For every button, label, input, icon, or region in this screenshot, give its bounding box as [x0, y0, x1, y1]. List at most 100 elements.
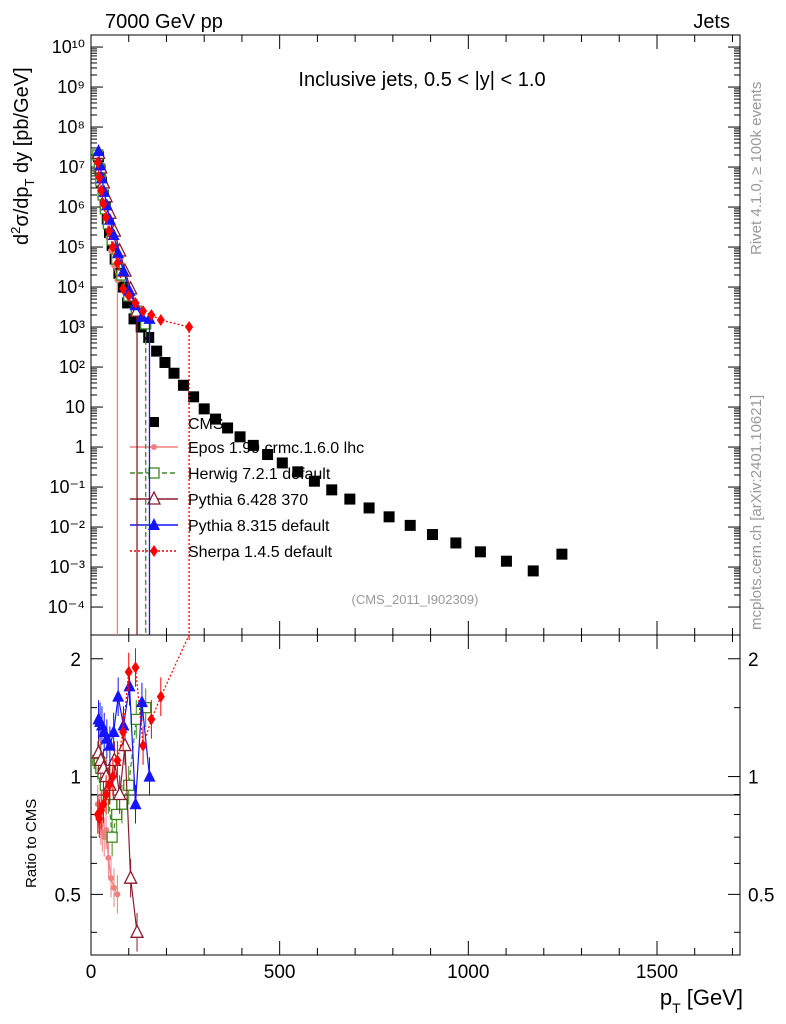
data-point-pythia-4 — [92, 144, 105, 157]
data-point-sherpa-5 — [156, 313, 165, 326]
data-point-cms-0 — [500, 555, 512, 567]
ratio-point-herwig-2 — [106, 831, 118, 843]
data-point-cms-0 — [234, 431, 246, 443]
ratio-point-epos-1 — [107, 875, 114, 882]
ratio-series-pythia-4 — [92, 667, 156, 824]
x-tick-label: 500 — [264, 962, 296, 983]
ratio-point-pythia-4 — [103, 738, 116, 751]
ratio-point-pythia-3 — [117, 737, 133, 752]
data-point-cms-0 — [188, 391, 200, 403]
ratio-point-sherpa-5 — [139, 739, 148, 752]
legend-cms-marker — [149, 417, 159, 427]
ratio-y-axis-label: Ratio to CMS — [23, 799, 40, 888]
series-cms-0 — [93, 151, 568, 577]
data-point-cms-0 — [326, 484, 338, 496]
legend-pythia8: Pythia 8.315 default — [130, 518, 330, 535]
ratio-point-pythia-4 — [112, 689, 125, 702]
ratio-point-sherpa-5 — [131, 661, 140, 674]
ratio-series-sherpa-5 — [93, 634, 190, 839]
ratio-point-pythia-3 — [112, 786, 127, 801]
ratio-point-herwig-2 — [123, 779, 135, 791]
main-y-tick-label: 10⁶ — [58, 197, 85, 217]
data-point-sherpa-5 — [119, 282, 128, 295]
x-tick-label: 0 — [86, 962, 97, 983]
ratio-point-sherpa-5 — [147, 713, 156, 726]
data-point-pythia-4 — [107, 228, 120, 240]
legend-epos-label: Epos 1.99 crmc.1.6.0 lhc — [188, 440, 364, 457]
ratio-y-tick-label-right: 0.5 — [748, 885, 774, 906]
main-y-tick-label: 10³ — [59, 317, 85, 337]
legend-sherpa-marker — [150, 545, 158, 557]
main-y-tick-label: 10 — [65, 397, 85, 417]
ratio-point-sherpa-5 — [99, 798, 108, 811]
data-point-cms-0 — [404, 519, 416, 531]
legend-epos: Epos 1.99 crmc.1.6.0 lhc — [130, 440, 364, 457]
data-point-sherpa-5 — [105, 225, 114, 238]
data-point-cms-0 — [527, 565, 539, 577]
data-point-cms-0 — [292, 466, 304, 478]
x-tick-label: 1500 — [636, 962, 678, 983]
ratio-y-tick-label-right: 1 — [748, 768, 759, 789]
ratio-point-pythia-4 — [135, 695, 148, 708]
ratio-point-pythia-3 — [123, 869, 138, 884]
series-sherpa-5 — [93, 156, 194, 635]
data-point-sherpa-5 — [131, 296, 140, 309]
series-herwig-2 — [92, 149, 152, 635]
data-point-pythia-4 — [123, 283, 136, 296]
x-axis-ticks: 0 500 1000 1500 — [86, 35, 733, 983]
data-point-cms-0 — [222, 422, 234, 434]
ratio-line-herwig-2 — [97, 707, 147, 838]
data-point-cms-0 — [450, 537, 462, 549]
data-point-cms-0 — [344, 493, 356, 505]
ratio-y-tick-label: 1 — [70, 768, 81, 789]
mcplots-label: mcplots.cern.ch [arXiv:2401.10621] — [748, 395, 765, 630]
data-point-sherpa-5 — [108, 241, 117, 254]
legend-pythia8-label: Pythia 8.315 default — [188, 518, 330, 535]
ratio-point-sherpa-5 — [113, 754, 122, 767]
data-point-cms-0 — [276, 457, 288, 469]
x-axis-label-main: p — [660, 985, 672, 1010]
data-point-cms-0 — [122, 297, 134, 309]
data-point-pythia-4 — [135, 309, 148, 322]
ratio-point-pythia-4 — [107, 724, 120, 737]
ratio-y-tick-label: 0.5 — [55, 885, 81, 906]
data-point-sherpa-5 — [139, 305, 148, 318]
main-y-tick-label: 10⁴ — [57, 277, 85, 297]
ratio-point-sherpa-5 — [108, 770, 117, 783]
data-point-sherpa-5 — [102, 211, 111, 224]
legend-herwig-marker — [148, 467, 160, 479]
main-y-tick-label: 10⁷ — [58, 157, 85, 177]
data-point-cms-0 — [159, 356, 171, 368]
ratio-point-pythia-4 — [143, 769, 156, 782]
analysis-id: (CMS_2011_I902309) — [352, 592, 479, 607]
data-point-cms-0 — [168, 367, 180, 379]
ratio-point-pythia-4 — [123, 679, 136, 692]
data-point-cms-0 — [128, 313, 140, 325]
data-point-sherpa-5 — [124, 289, 133, 302]
main-y-tick-label: 10⁵ — [58, 237, 85, 257]
x-axis-label-subscript: T — [672, 1000, 681, 1016]
main-y-tick-label: 10⁹ — [57, 77, 85, 97]
x-tick-label: 1000 — [447, 962, 489, 983]
data-point-cms-0 — [198, 403, 210, 415]
ratio-point-sherpa-5 — [124, 666, 133, 679]
ratio-point-epos-1 — [105, 854, 112, 861]
data-point-sherpa-5 — [93, 156, 102, 169]
legend-pythia6-marker — [146, 490, 162, 505]
legend-epos-marker — [151, 444, 157, 450]
ratio-point-sherpa-5 — [105, 779, 114, 792]
legend-pythia6-label: Pythia 6.428 370 — [188, 492, 308, 509]
data-point-sherpa-5 — [97, 184, 106, 197]
data-point-cms-0 — [262, 449, 274, 461]
main-y-tick-label: 10⁻² — [49, 517, 85, 537]
main-y-tick-label: 10⁻³ — [49, 557, 85, 577]
main-y-tick-label: 10⁻¹ — [49, 477, 85, 497]
ratio-point-pythia-3 — [129, 923, 145, 938]
data-point-sherpa-5 — [113, 256, 122, 269]
ratio-point-epos-1 — [111, 884, 118, 891]
rivet-label: Rivet 4.1.0, ≥ 100k events — [748, 82, 765, 255]
ratio-point-herwig-2 — [116, 798, 128, 810]
main-y-axis-label: d2σ/dpT dy [pb/GeV] — [8, 67, 37, 245]
data-point-cms-0 — [308, 475, 320, 487]
